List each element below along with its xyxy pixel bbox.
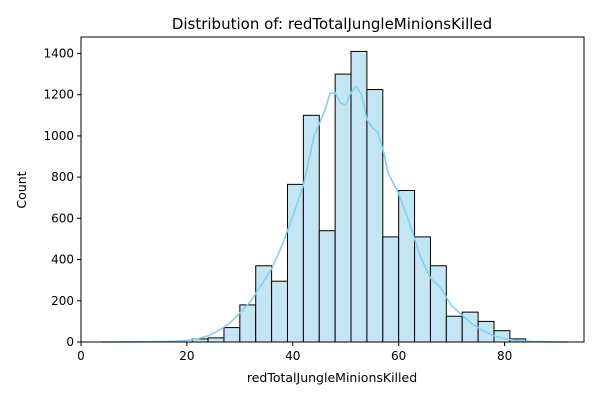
histogram-bar [318,230,336,343]
histogram-bar [366,89,384,343]
y-tick-label: 200 [51,294,74,308]
kde-line [102,85,569,343]
y-tick-label: 1400 [43,46,74,60]
histogram-bar [334,73,352,343]
histogram-bar [382,236,400,343]
histogram-bar [207,337,225,343]
kde-group [102,85,569,343]
y-tick-label: 0 [66,335,74,349]
histogram-bar [223,327,241,343]
plot-frame [80,36,585,343]
y-tick-label: 400 [51,253,74,267]
y-tick-label: 600 [51,211,74,225]
x-tick-label: 20 [179,349,194,363]
y-tick-label: 1000 [43,129,74,143]
bars-group [191,50,527,343]
chart-title: Distribution of: redTotalJungleMinionsKi… [172,15,492,33]
histogram-bar [255,265,273,343]
x-tick-label: 0 [77,349,85,363]
x-axis: 0 20 40 60 80 [77,342,512,363]
x-tick-label: 80 [497,349,512,363]
x-tick-label: 60 [391,349,406,363]
histogram-bar [271,280,288,343]
y-tick-label: 800 [51,170,74,184]
y-tick-label: 1200 [43,88,74,102]
histogram-bar [350,50,368,343]
x-tick-label: 40 [285,349,300,363]
histogram-bar [414,236,431,343]
y-axis: 0 200 400 600 800 1000 1200 1400 [43,46,81,349]
histogram-bar [445,315,463,343]
y-axis-label: Count [14,171,29,208]
histogram-bar [429,265,447,343]
x-axis-label: redTotalJungleMinionsKilled [247,370,417,385]
